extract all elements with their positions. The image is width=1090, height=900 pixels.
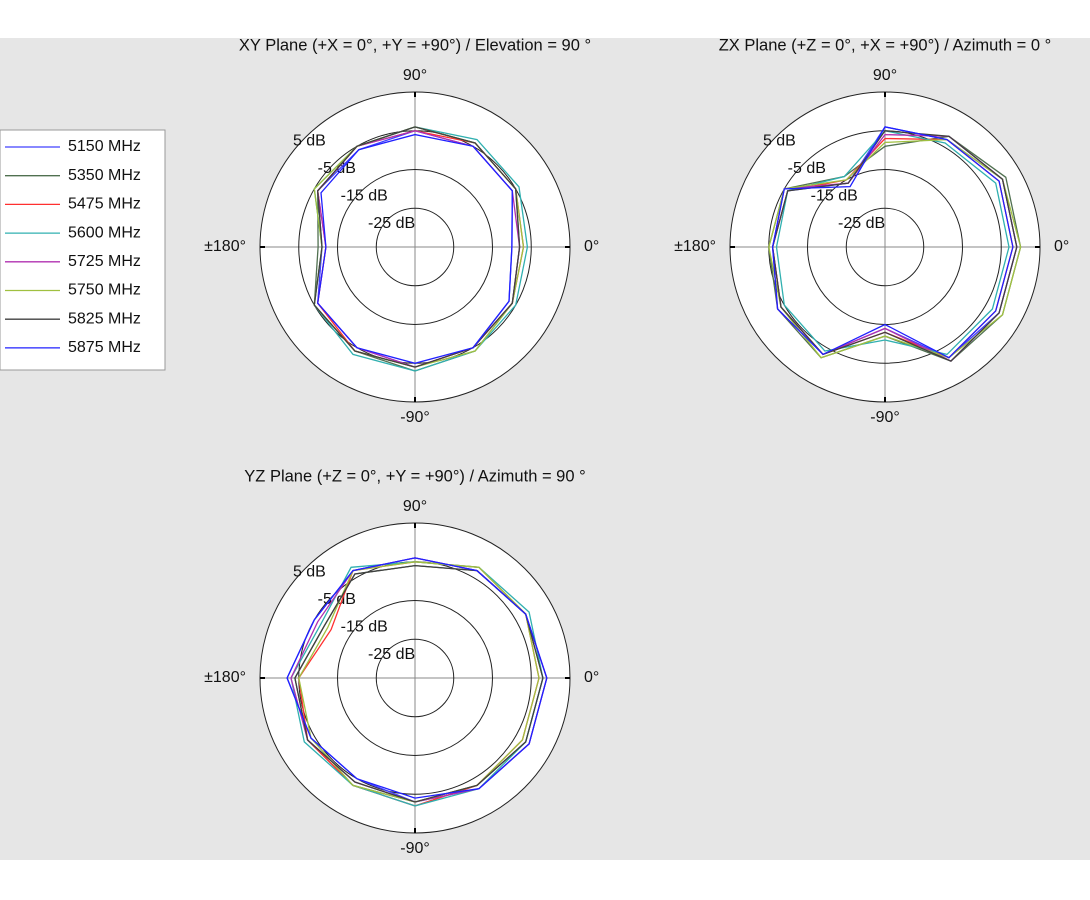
- legend-label: 5725 MHz: [68, 253, 141, 270]
- r-tick-label: 5 dB: [763, 133, 796, 150]
- angle-tick-label: 0°: [584, 238, 599, 255]
- legend-label: 5350 MHz: [68, 167, 141, 184]
- legend-label: 5875 MHz: [68, 339, 141, 356]
- angle-tick-label: 90°: [403, 67, 427, 84]
- r-tick-label: -25 dB: [368, 646, 415, 663]
- angle-tick-label: -90°: [400, 840, 430, 857]
- legend-label: 5150 MHz: [68, 138, 141, 155]
- angle-tick-label: 90°: [403, 498, 427, 515]
- series-line: [771, 126, 1014, 359]
- legend-box: [0, 129, 166, 371]
- r-grid-circle: [845, 207, 925, 287]
- r-tick-label: 5 dB: [293, 133, 326, 150]
- angle-tick-label: ±180°: [204, 669, 246, 686]
- r-tick-label: -5 dB: [788, 160, 826, 177]
- series-line: [775, 130, 1010, 356]
- angle-tick-label: 0°: [1054, 238, 1069, 255]
- r-grid-circle: [375, 638, 455, 718]
- chart-title: XY Plane (+X = 0°, +Y = +90°) / Elevatio…: [239, 36, 591, 54]
- legend-label: 5475 MHz: [68, 196, 141, 213]
- r-grid-circle: [337, 169, 493, 325]
- r-tick-label: 5 dB: [293, 564, 326, 581]
- r-tick-label: -25 dB: [368, 215, 415, 232]
- legend-label: 5825 MHz: [68, 310, 141, 327]
- r-tick-label: -15 dB: [341, 187, 388, 204]
- legend-label: 5750 MHz: [68, 282, 141, 299]
- series-line: [286, 557, 548, 799]
- r-grid-circle: [375, 207, 455, 287]
- angle-tick-label: -90°: [400, 409, 430, 426]
- r-tick-label: -25 dB: [838, 215, 885, 232]
- angle-tick-label: ±180°: [674, 238, 716, 255]
- chart-title: ZX Plane (+Z = 0°, +X = +90°) / Azimuth …: [719, 36, 1052, 54]
- chart-title: YZ Plane (+Z = 0°, +Y = +90°) / Azimuth …: [244, 467, 585, 485]
- r-grid-circle: [337, 600, 493, 756]
- angle-tick-label: 90°: [873, 67, 897, 84]
- angle-tick-label: 0°: [584, 669, 599, 686]
- legend-label: 5600 MHz: [68, 224, 141, 241]
- r-tick-label: -15 dB: [811, 187, 858, 204]
- r-tick-label: -15 dB: [341, 618, 388, 635]
- series-line: [317, 133, 513, 364]
- angle-tick-label: ±180°: [204, 238, 246, 255]
- angle-tick-label: -90°: [870, 409, 900, 426]
